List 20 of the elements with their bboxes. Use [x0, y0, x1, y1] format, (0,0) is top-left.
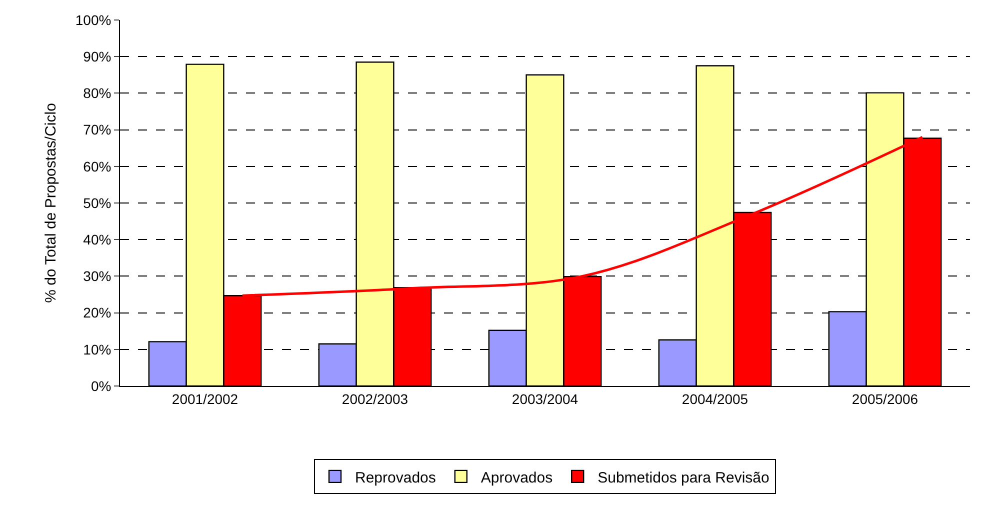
y-tick-label: 70%: [83, 122, 112, 138]
x-tick-label: 2004/2005: [682, 390, 748, 407]
x-tick-label: 2005/2006: [852, 390, 918, 407]
y-tick-label: 0%: [90, 378, 112, 394]
y-tick-label: 30%: [83, 268, 112, 284]
legend-label: Aprovados: [480, 469, 553, 486]
y-tick-label: 60%: [83, 158, 112, 174]
y-tick-label: 100%: [75, 12, 112, 28]
y-tick-label: 10%: [83, 341, 112, 358]
x-tick-label: 2002/2003: [342, 390, 408, 407]
y-axis-title: % do Total de Propostas/Ciclo: [42, 103, 60, 303]
y-tick-label: 80%: [83, 85, 112, 102]
y-tick-label: 40%: [83, 232, 112, 248]
y-tick-label: 90%: [83, 48, 112, 64]
legend-label: Submetidos para Revisão: [598, 469, 770, 486]
y-tick-label: 20%: [83, 304, 112, 321]
x-tick-label: 2001/2002: [172, 390, 238, 407]
y-tick-label: 50%: [83, 194, 112, 211]
legend-label: Reprovados: [355, 469, 436, 486]
x-tick-label: 2003/2004: [512, 390, 578, 407]
